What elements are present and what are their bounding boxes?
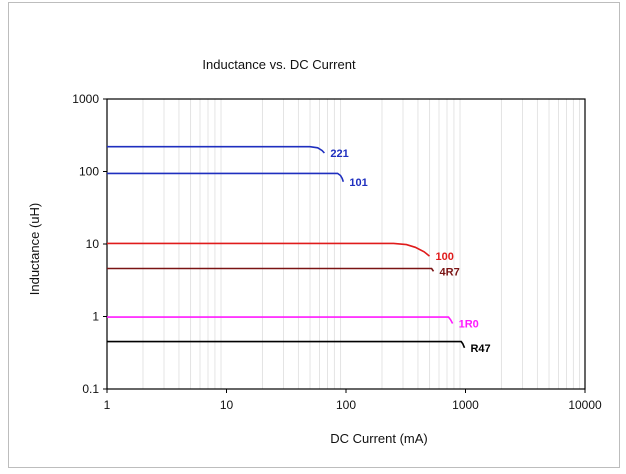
series-label-100: 100: [436, 251, 454, 263]
y-tick-label: 1000: [72, 92, 99, 106]
y-tick-label: 0.1: [82, 382, 99, 396]
series-line-100: [107, 242, 430, 257]
x-axis-title: DC Current (mA): [330, 431, 428, 446]
series-label-R47: R47: [470, 343, 490, 355]
x-tick-label: 10: [220, 398, 234, 412]
series-label-101: 101: [349, 177, 367, 189]
series-group: 221 101 100 4R7 1R0 R47: [107, 145, 491, 355]
x-tick-label: 100: [336, 398, 356, 412]
series-line-4R7: [107, 267, 435, 272]
y-tick-label: 10: [86, 237, 100, 251]
series-line-R47: [107, 340, 466, 349]
series-label-1R0: 1R0: [459, 319, 479, 331]
y-tick-label: 1: [92, 310, 99, 324]
chart-frame: Inductance vs. DC Current DC Current (mA…: [8, 2, 620, 468]
inductance-chart: Inductance vs. DC Current DC Current (mA…: [27, 57, 602, 446]
series-line-101: [107, 172, 345, 183]
chart-title: Inductance vs. DC Current: [202, 57, 356, 72]
y-axis-title: Inductance (uH): [27, 203, 42, 296]
series-line-1R0: [107, 316, 454, 324]
x-tick-label: 1: [104, 398, 111, 412]
y-tick-label: 100: [79, 165, 99, 179]
series-label-4R7: 4R7: [440, 266, 460, 278]
series-line-221: [107, 145, 325, 154]
x-tick-label: 10000: [568, 398, 602, 412]
ticks: 1 10 100 1000 10000 0.1 1 10 100 1000: [72, 92, 602, 412]
series-label-221: 221: [330, 148, 348, 160]
x-tick-label: 1000: [452, 398, 479, 412]
